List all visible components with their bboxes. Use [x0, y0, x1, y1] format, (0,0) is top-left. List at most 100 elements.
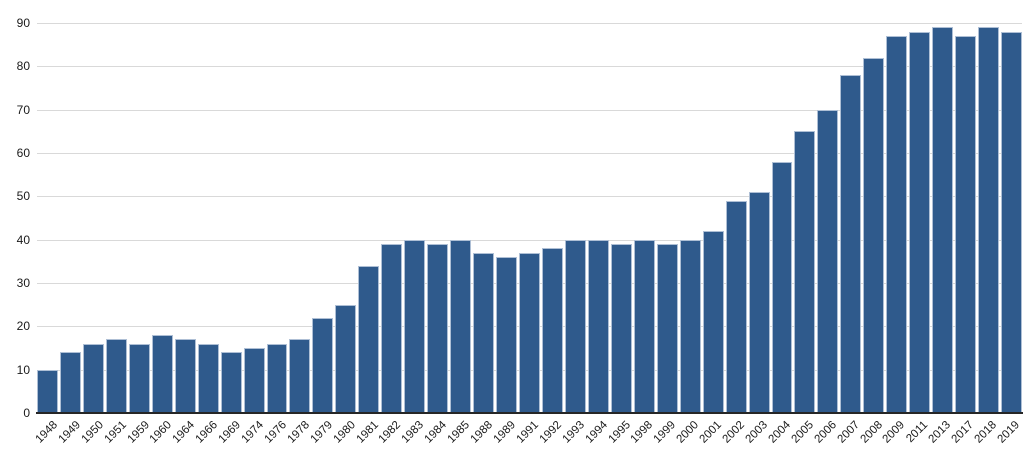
bar-1981 — [358, 265, 380, 413]
y-tick-label: 60 — [16, 146, 30, 160]
x-tick-label: 1974 — [239, 419, 267, 446]
bar-2006 — [817, 109, 839, 413]
bar-1984 — [427, 244, 449, 413]
x-tick-label: 2018 — [972, 419, 1000, 446]
x-tick-label: 2004 — [766, 419, 793, 446]
x-tick-label: 2005 — [789, 419, 816, 446]
bar-1983 — [404, 239, 426, 413]
x-tick-label: 1984 — [422, 419, 450, 446]
x-tick-label: 1979 — [308, 419, 335, 446]
y-tick-label: 90 — [16, 16, 30, 30]
gridline — [37, 196, 1022, 198]
bar-2005 — [794, 131, 816, 413]
bar-1980 — [335, 304, 357, 413]
bar-2003 — [748, 192, 770, 413]
x-tick-label: 1999 — [651, 419, 679, 446]
bar-1979 — [312, 317, 334, 413]
bar-1991 — [519, 252, 540, 413]
gridline — [37, 23, 1022, 24]
bar-1974 — [243, 348, 265, 413]
y-tick-label: 50 — [16, 189, 30, 204]
bar-1959 — [128, 343, 150, 413]
bar-2002 — [725, 200, 747, 413]
x-tick-label: 1959 — [124, 419, 152, 446]
bar-1982 — [381, 244, 403, 413]
plot-area — [37, 23, 1022, 413]
x-tick-label: 1991 — [514, 419, 541, 446]
x-tick-label: 2008 — [858, 419, 885, 446]
bar-1998 — [633, 239, 655, 413]
y-tick-label: 10 — [16, 362, 30, 377]
x-tick-label: 2001 — [697, 419, 725, 446]
x-tick-label: 2019 — [995, 419, 1023, 446]
x-tick-label: 2009 — [880, 419, 908, 446]
x-tick-label: 1983 — [399, 419, 427, 446]
bar-series — [37, 23, 1022, 413]
x-tick-label: 1985 — [445, 419, 473, 446]
x-tick-label: 2003 — [743, 419, 771, 446]
bar-1992 — [541, 248, 563, 413]
x-tick-label: 2007 — [835, 419, 862, 446]
y-tick-label: 20 — [16, 319, 30, 334]
bar-1989 — [496, 257, 518, 413]
x-tick-label: 1994 — [583, 419, 610, 446]
bar-2017 — [955, 36, 977, 413]
y-tick-label: 30 — [16, 276, 30, 290]
bar-1966 — [197, 343, 219, 413]
bar-2004 — [771, 161, 793, 413]
bar-2008 — [863, 57, 885, 413]
x-tick-label: 2006 — [812, 419, 839, 446]
x-tick-label: 1988 — [468, 419, 496, 446]
bar-1951 — [105, 339, 127, 413]
bar-1948 — [37, 369, 58, 413]
x-tick-label: 1951 — [102, 419, 129, 446]
bar-1999 — [656, 244, 678, 413]
bar-2018 — [978, 27, 1000, 413]
y-tick-label: 40 — [16, 232, 30, 247]
x-tick-label: 1960 — [147, 419, 175, 446]
x-tick-label: 1966 — [193, 419, 221, 446]
y-tick-label: 80 — [16, 59, 30, 74]
bar-1964 — [174, 339, 196, 413]
bar-1960 — [151, 335, 173, 413]
bar-1976 — [266, 343, 288, 413]
x-tick-label: 1993 — [560, 419, 587, 446]
x-tick-label: 2013 — [926, 419, 954, 446]
bar-1995 — [610, 244, 632, 413]
x-tick-label: 1981 — [354, 419, 381, 446]
x-tick-label: 1998 — [628, 419, 656, 446]
bar-1985 — [450, 239, 472, 413]
bar-1969 — [220, 352, 242, 413]
bar-2000 — [679, 239, 701, 413]
x-axis-line — [36, 412, 1023, 414]
bar-2019 — [1001, 31, 1022, 413]
bar-1993 — [564, 239, 586, 413]
bar-1978 — [289, 339, 311, 413]
bar-2009 — [886, 36, 908, 413]
gridline — [37, 66, 1022, 68]
bar-1988 — [473, 252, 495, 413]
x-tick-label: 1995 — [606, 419, 633, 446]
gridline — [37, 153, 1022, 154]
x-tick-label: 1969 — [216, 419, 244, 446]
bar-1949 — [59, 352, 81, 413]
x-tick-label: 1982 — [376, 419, 404, 446]
y-tick-label: 70 — [16, 102, 30, 117]
gridline — [37, 109, 1022, 111]
x-tick-label: 1976 — [262, 419, 290, 446]
x-tick-label: 1978 — [285, 419, 312, 446]
x-tick-label: 2000 — [674, 419, 702, 446]
bar-1950 — [82, 343, 104, 413]
y-tick-label: 0 — [23, 406, 30, 420]
x-tick-label: 1964 — [170, 419, 198, 446]
x-tick-label: 1980 — [331, 419, 358, 446]
bar-2011 — [909, 31, 931, 413]
x-tick-label: 1948 — [33, 419, 60, 446]
x-tick-label: 1950 — [79, 419, 106, 446]
bar-2001 — [702, 231, 724, 413]
x-tick-label: 2017 — [949, 419, 977, 446]
bar-2013 — [932, 27, 954, 413]
bar-1994 — [587, 239, 609, 413]
x-tick-label: 1989 — [491, 419, 519, 446]
